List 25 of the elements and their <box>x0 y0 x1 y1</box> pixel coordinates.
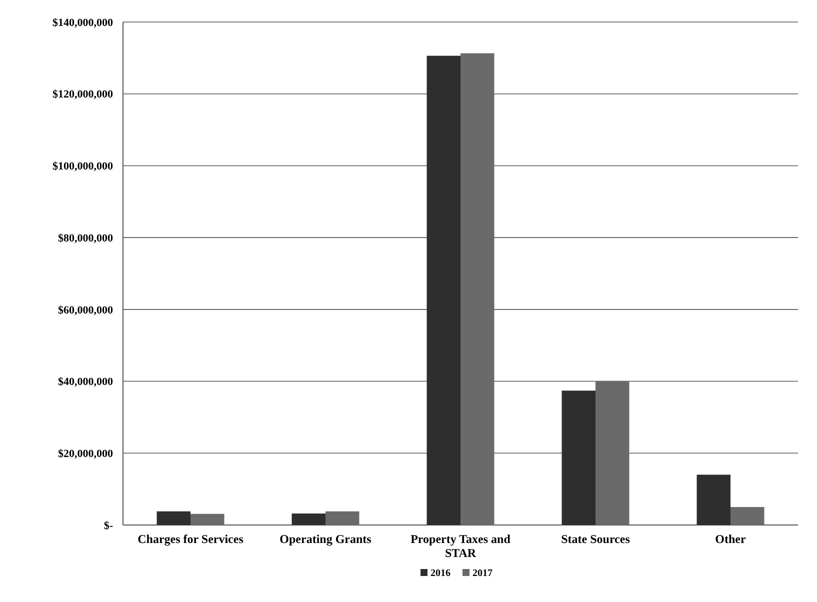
bar <box>596 380 630 525</box>
x-tick-label: Other <box>715 532 746 546</box>
x-tick-label: Property Taxes and STAR <box>410 532 511 560</box>
bar <box>156 511 190 525</box>
y-tick-label: $60,000,000 <box>58 304 114 316</box>
legend-label: 2016 <box>430 568 450 579</box>
y-tick-label: $80,000,000 <box>58 232 114 244</box>
bar <box>292 514 326 525</box>
bar <box>730 507 764 525</box>
y-tick-label: $120,000,000 <box>52 88 114 101</box>
legend-label: 2017 <box>472 568 492 579</box>
y-tick-label: $100,000,000 <box>52 160 114 173</box>
bar <box>696 474 730 525</box>
bar <box>326 511 360 525</box>
x-tick-label: State Sources <box>561 532 630 546</box>
x-tick-label: Charges for Services <box>138 532 244 546</box>
y-tick-label: $- <box>104 520 114 532</box>
y-tick-label: $20,000,000 <box>58 448 114 460</box>
bar <box>562 390 596 525</box>
y-tick-label: $140,000,000 <box>52 16 114 29</box>
bar <box>460 53 494 525</box>
x-tick-label: Operating Grants <box>280 532 372 546</box>
bar <box>190 514 224 525</box>
bar <box>426 56 460 525</box>
y-tick-label: $40,000,000 <box>58 376 114 388</box>
